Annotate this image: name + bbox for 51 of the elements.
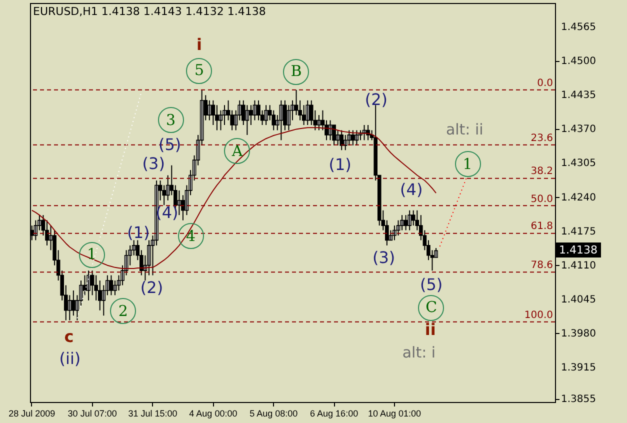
x-tick-label: 28 Jul 2009 (8, 408, 56, 418)
annotation: i (196, 34, 202, 54)
annotation: (5) (158, 135, 182, 154)
annotation: c (64, 327, 74, 346)
y-tick-label: 1.4175 (561, 226, 596, 238)
annotation: C (418, 294, 444, 321)
annotation: 1 (78, 242, 105, 268)
annotation: A (224, 138, 250, 164)
annotation: 50.0 (530, 194, 553, 205)
y-tick-label: 1.3855 (561, 394, 596, 405)
y-tick-label: 1.4045 (561, 294, 596, 306)
annotation: 78.6 (530, 260, 553, 272)
annotation: (4) (400, 180, 423, 200)
annotation: (1) (328, 155, 352, 174)
x-tick-label: 4 Aug 00:00 (189, 408, 238, 418)
annotation: alt: i (402, 344, 436, 362)
annotation: (2) (140, 278, 164, 298)
annotation: 61.8 (530, 221, 553, 232)
annotation: (5) (420, 274, 443, 294)
annotation: 38.2 (530, 166, 553, 178)
y-tick-label: 1.4305 (561, 158, 596, 170)
annotation: 100.0 (524, 310, 553, 321)
y-tick-label: 1.4370 (561, 124, 596, 136)
annotation: (2) (364, 90, 388, 110)
annotation: (3) (142, 154, 165, 172)
x-tick-label: 10 Aug 01:00 (368, 408, 422, 418)
y-tick-label: 1.4110 (561, 260, 596, 272)
y-tick-label: 1.4435 (561, 90, 596, 102)
x-tick-label: 30 Jul 07:00 (68, 408, 117, 418)
x-tick-label: 5 Aug 08:00 (250, 408, 298, 418)
chart-title: EURUSD,H1 1.4138 1.4143 1.4132 1.4138 (33, 5, 266, 18)
annotation: 23.6 (530, 132, 553, 144)
y-tick-label: 1.3915 (561, 362, 596, 374)
y-tick-label: 1.4565 (561, 22, 596, 34)
x-tick-label: 6 Aug 16:00 (310, 408, 358, 418)
y-tick-label: 1.4500 (561, 56, 596, 68)
text: 1.4138 (556, 242, 600, 258)
annotation: 1 (454, 151, 480, 178)
annotation: (1) (127, 223, 150, 242)
annotation: 3 (158, 107, 184, 134)
annotation: 0.0 (537, 78, 553, 89)
annotation: B (283, 58, 310, 85)
y-tick-label: 1.4240 (561, 192, 596, 204)
y-tick-label: 1.3980 (561, 328, 596, 340)
annotation: (ii) (59, 349, 81, 368)
annotation: 5 (186, 58, 212, 84)
x-tick-label: 31 Jul 15:00 (128, 408, 178, 418)
annotation: 2 (110, 298, 136, 324)
annotation: (3) (372, 248, 396, 268)
annotation: alt: ii (446, 120, 484, 138)
annotation: ii (424, 320, 436, 339)
